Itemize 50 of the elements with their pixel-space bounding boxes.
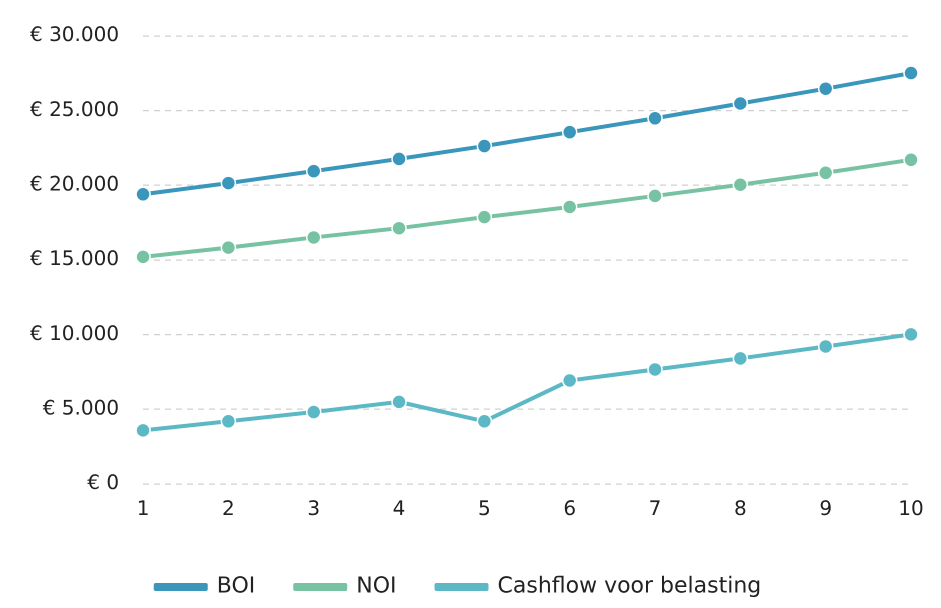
point bbox=[818, 338, 834, 354]
point bbox=[647, 188, 663, 204]
point bbox=[647, 110, 663, 126]
legend-label: NOI bbox=[356, 574, 397, 599]
x-tick-label: 3 bbox=[307, 496, 320, 520]
y-tick-label: € 30.000 bbox=[30, 22, 120, 46]
point bbox=[562, 199, 578, 215]
point bbox=[391, 220, 407, 236]
legend-label: BOI bbox=[216, 574, 256, 599]
point bbox=[732, 96, 748, 112]
point bbox=[732, 176, 748, 192]
point bbox=[818, 80, 834, 96]
point bbox=[306, 404, 322, 420]
x-tick-label: 10 bbox=[898, 496, 924, 520]
point bbox=[135, 422, 151, 438]
x-tick-label: 6 bbox=[563, 496, 576, 520]
x-tick-label: 8 bbox=[734, 496, 747, 520]
x-tick-label: 4 bbox=[392, 496, 406, 520]
point bbox=[476, 414, 492, 430]
x-tick-label: 5 bbox=[478, 496, 491, 520]
point bbox=[903, 326, 919, 342]
y-tick-label: € 0 bbox=[87, 470, 120, 494]
point bbox=[562, 372, 578, 388]
point bbox=[903, 152, 919, 168]
x-tick-label: 2 bbox=[222, 496, 235, 520]
point bbox=[391, 151, 407, 167]
x-tick-label: 1 bbox=[136, 496, 150, 520]
point bbox=[306, 230, 322, 246]
point bbox=[562, 124, 578, 140]
point bbox=[391, 394, 407, 410]
x-tick-label: 7 bbox=[648, 496, 662, 520]
y-tick-label: € 25.000 bbox=[30, 96, 120, 121]
y-tick-label: € 5.000 bbox=[42, 396, 120, 420]
point bbox=[220, 240, 236, 256]
y-tick-label: € 15.000 bbox=[30, 246, 120, 270]
x-tick-label: 9 bbox=[819, 496, 832, 520]
point bbox=[647, 362, 663, 378]
point bbox=[135, 249, 151, 265]
point bbox=[220, 414, 236, 430]
point bbox=[732, 350, 748, 366]
point bbox=[476, 209, 492, 225]
point bbox=[903, 65, 919, 81]
point bbox=[220, 175, 236, 191]
point bbox=[476, 138, 492, 154]
y-tick-label: € 20.000 bbox=[30, 172, 120, 196]
point bbox=[818, 165, 834, 181]
y-tick-label: € 10.000 bbox=[30, 320, 120, 345]
legend-label: Cashflow voor belasting bbox=[498, 574, 762, 599]
point bbox=[306, 163, 322, 179]
point bbox=[135, 186, 151, 202]
